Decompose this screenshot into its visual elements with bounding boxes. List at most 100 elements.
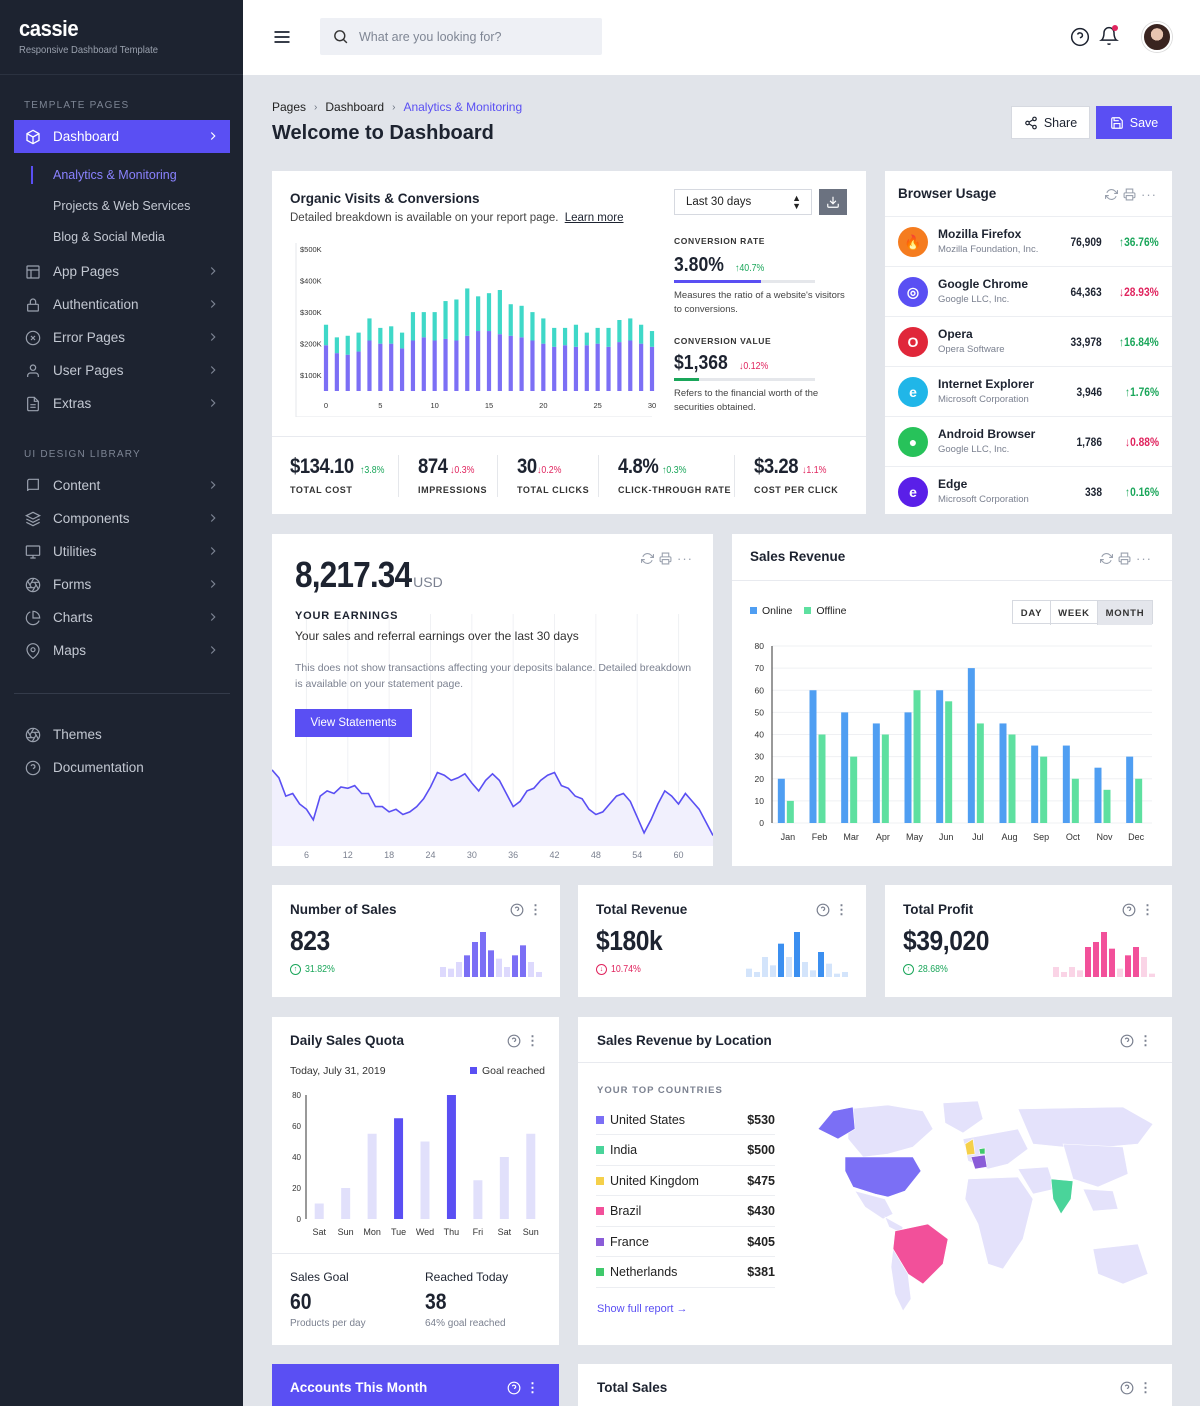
download-button[interactable]	[819, 189, 847, 215]
list-item[interactable]: 🔥 Mozilla Firefox Mozilla Foundation, Inc.…	[885, 216, 1172, 266]
browser-company: Microsoft Corporation	[938, 494, 1029, 505]
card-tools: ···	[641, 551, 693, 566]
bar-offline	[945, 701, 953, 823]
help-icon[interactable]	[510, 903, 524, 917]
help-icon[interactable]	[816, 903, 830, 917]
sidebar-item-themes[interactable]: Themes	[14, 718, 230, 751]
browser-name: Mozilla Firefox	[938, 227, 1022, 241]
bar-series-1	[454, 340, 459, 391]
list-item[interactable]: O Opera Opera Software 33,978 ↑16.84%	[885, 316, 1172, 366]
y-tick-label: $400K	[300, 277, 322, 286]
notification-dot	[1112, 25, 1118, 31]
y-tick-label: 70	[755, 663, 765, 673]
breadcrumb-item[interactable]: Pages	[272, 100, 307, 114]
tab-month[interactable]: MONTH	[1098, 601, 1152, 625]
sidebar-subitem-projects[interactable]: Projects & Web Services	[53, 199, 191, 213]
sidebar-subitem-analytics[interactable]: Analytics & Monitoring	[53, 168, 177, 182]
sidebar-item-authentication[interactable]: Authentication	[14, 288, 230, 321]
more-icon[interactable]: ···	[1141, 187, 1157, 202]
bar-series-1	[562, 345, 568, 391]
refresh-icon[interactable]	[1100, 552, 1113, 565]
sidebar-item-components[interactable]: Components	[14, 502, 230, 535]
spark-bar	[472, 942, 478, 977]
sidebar-item-content[interactable]: Content	[14, 469, 230, 502]
bar-series-2	[519, 305, 524, 338]
help-icon[interactable]	[1120, 1381, 1134, 1395]
sidebar-subitem-blog[interactable]: Blog & Social Media	[53, 230, 165, 244]
breadcrumb-item[interactable]: Dashboard	[325, 100, 385, 114]
more-icon[interactable]: ···	[1136, 551, 1152, 566]
refresh-icon[interactable]	[1105, 188, 1118, 201]
save-button[interactable]: Save	[1096, 106, 1172, 139]
quota-bar	[394, 1118, 404, 1219]
help-icon[interactable]	[507, 1381, 521, 1395]
printer-icon[interactable]	[1118, 552, 1131, 565]
help-icon[interactable]	[507, 1034, 521, 1048]
bell-icon[interactable]	[1099, 26, 1119, 46]
more-vertical-icon[interactable]: ⋮	[835, 902, 848, 917]
tab-week[interactable]: WEEK	[1051, 601, 1098, 625]
daily-quota-chart: 0 20 40 60 80 Sat Sun Mon Tue Wed Thu Fri Sat Sun	[292, 1091, 539, 1237]
avatar[interactable]	[1142, 22, 1172, 52]
more-vertical-icon[interactable]: ⋮	[1139, 1033, 1152, 1048]
more-vertical-icon[interactable]: ⋮	[1139, 1380, 1152, 1395]
tab-day[interactable]: DAY	[1013, 601, 1051, 625]
show-full-report-link[interactable]: Show full report →	[597, 1303, 688, 1315]
sidebar-item-error-pages[interactable]: Error Pages	[14, 321, 230, 354]
x-tick-label: 10	[430, 401, 438, 410]
menu-icon[interactable]	[272, 27, 292, 47]
sidebar-item-user-pages[interactable]: User Pages	[14, 354, 230, 387]
sidebar-item-dashboard[interactable]: Dashboard	[14, 120, 230, 153]
bar-offline	[1135, 778, 1143, 823]
country-value: $530	[747, 1112, 775, 1127]
country-row[interactable]: United States $530	[596, 1105, 775, 1135]
kpi-card-total-revenue: Total Revenue ⋮ $180k ↓ 10.74%	[578, 885, 866, 997]
x-tick-label: Tue	[391, 1227, 406, 1237]
layout-icon	[24, 263, 42, 281]
conversion-rate-progress	[674, 280, 815, 283]
sidebar-item-app-pages[interactable]: App Pages	[14, 255, 230, 288]
help-icon[interactable]	[1122, 903, 1136, 917]
sidebar-item-extras[interactable]: Extras	[14, 387, 230, 420]
view-statements-button[interactable]: View Statements	[295, 709, 412, 737]
sidebar-item-label: Utilities	[53, 544, 97, 559]
spark-bar	[762, 957, 768, 977]
sidebar-item-forms[interactable]: Forms	[14, 568, 230, 601]
kpi-sparkbar	[746, 932, 848, 977]
list-item[interactable]: e Edge Microsoft Corporation 338 ↑0.16%	[885, 466, 1172, 516]
more-vertical-icon[interactable]: ⋮	[1141, 902, 1154, 917]
sidebar-item-charts[interactable]: Charts	[14, 601, 230, 634]
list-item[interactable]: e Internet Explorer Microsoft Corporation 3…	[885, 366, 1172, 416]
refresh-icon[interactable]	[641, 552, 654, 565]
sidebar-item-documentation[interactable]: Documentation	[14, 751, 230, 784]
list-item[interactable]: ◎ Google Chrome Google LLC, Inc. 64,363 ↓28.…	[885, 266, 1172, 316]
browser-name: Android Browser	[938, 427, 1036, 441]
sidebar-item-utilities[interactable]: Utilities	[14, 535, 230, 568]
help-icon[interactable]	[1120, 1034, 1134, 1048]
more-vertical-icon[interactable]: ⋮	[526, 1380, 539, 1395]
help-icon[interactable]	[1070, 27, 1090, 47]
map-pin-icon	[24, 642, 42, 660]
list-item[interactable]: ● Android Browser Google LLC, Inc. 1,786 ↓0.…	[885, 416, 1172, 466]
spark-bar	[746, 968, 752, 977]
country-row[interactable]: United Kingdom $475	[596, 1166, 775, 1196]
learn-more-link[interactable]: Learn more	[564, 212, 624, 224]
bar-offline	[850, 756, 858, 823]
printer-icon[interactable]	[1123, 188, 1136, 201]
search-input[interactable]	[359, 29, 579, 44]
bar-online	[872, 723, 880, 823]
country-row[interactable]: India $500	[596, 1136, 775, 1166]
share-button[interactable]: Share	[1011, 106, 1090, 139]
range-select[interactable]: Last 30 days ▲ ▼	[674, 189, 812, 215]
country-row[interactable]: Netherlands $381	[596, 1258, 775, 1288]
bar-offline	[1040, 756, 1048, 823]
bar-series-1	[389, 343, 394, 391]
more-vertical-icon[interactable]: ⋮	[526, 1033, 539, 1048]
more-vertical-icon[interactable]: ⋮	[529, 902, 542, 917]
printer-icon[interactable]	[659, 552, 672, 565]
country-row[interactable]: France $405	[596, 1227, 775, 1257]
sidebar-item-maps[interactable]: Maps	[14, 634, 230, 667]
country-row[interactable]: Brazil $430	[596, 1197, 775, 1227]
more-icon[interactable]: ···	[677, 551, 693, 566]
brand-name[interactable]: cassie	[19, 16, 79, 41]
